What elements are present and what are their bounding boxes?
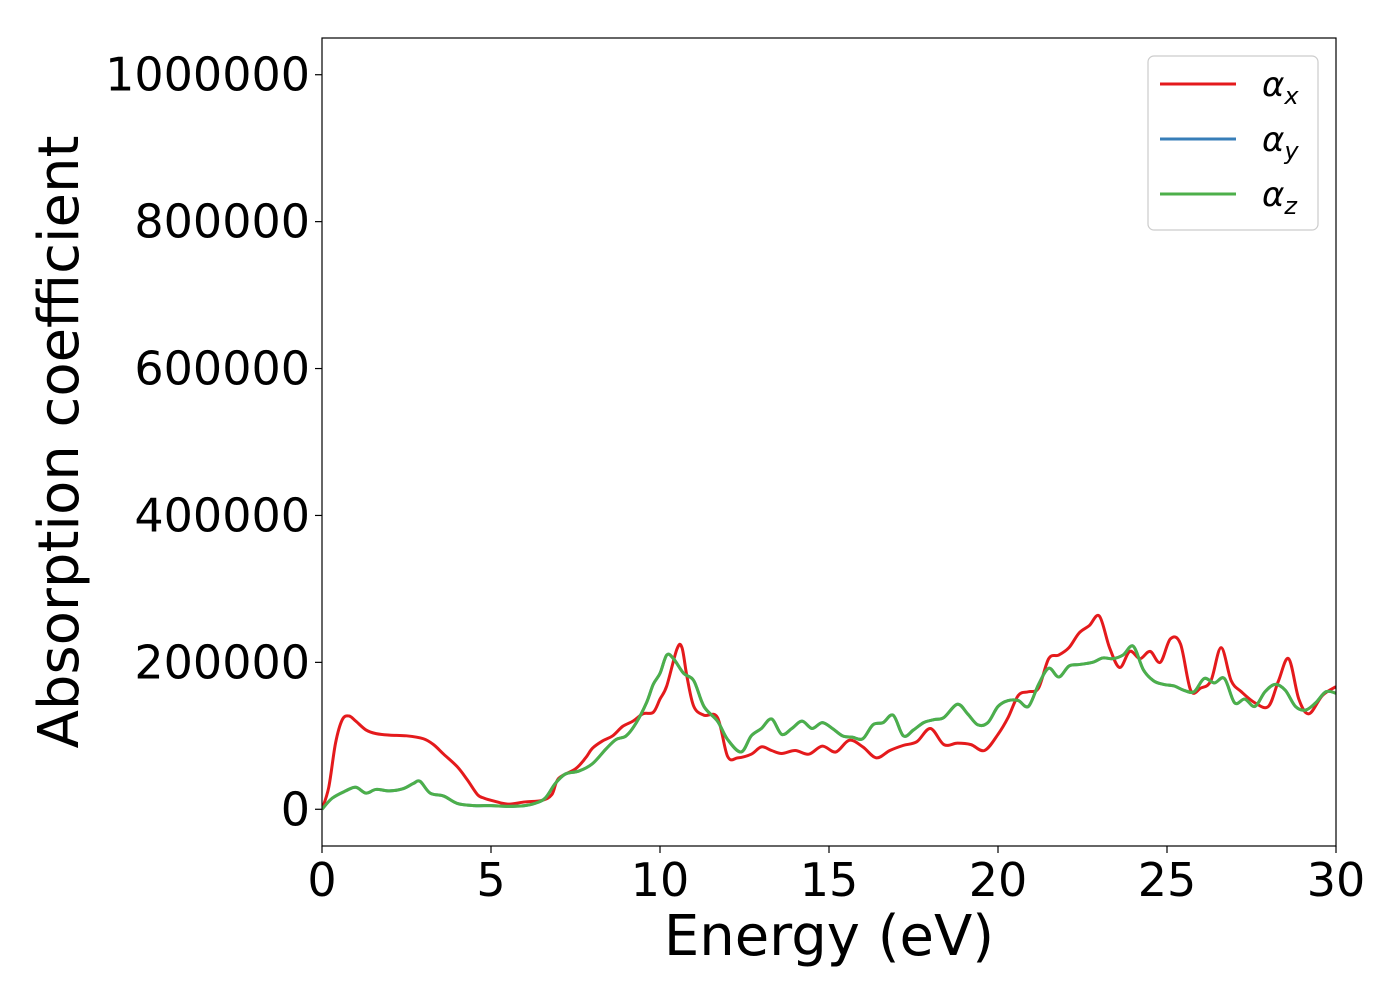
series-line-x (322, 613, 1336, 810)
legend-label-x: αx (1262, 65, 1299, 110)
x-tick-label: 15 (800, 853, 859, 907)
legend-label-base: α (1262, 175, 1284, 215)
y-tick-label: 0 (281, 782, 310, 836)
legend-label-subscript: x (1283, 82, 1299, 110)
y-axis-title: Absorption coefficient (27, 136, 92, 749)
x-axis-ticks: 0 5 10 15 20 25 30 (307, 846, 1365, 907)
legend-label-base: α (1262, 120, 1284, 160)
plot-lines (322, 613, 1336, 811)
legend-label-subscript: z (1283, 192, 1298, 220)
legend-label-subscript: y (1283, 137, 1299, 165)
x-tick-label: 5 (476, 853, 505, 907)
x-tick-label: 10 (631, 853, 690, 907)
x-tick-label: 0 (307, 853, 336, 907)
x-tick-label: 30 (1307, 853, 1366, 907)
x-tick-label: 20 (969, 853, 1028, 907)
y-tick-label: 200000 (134, 635, 310, 689)
y-tick-label: 1000000 (105, 48, 310, 102)
x-axis-title: Energy (eV) (664, 904, 994, 969)
y-tick-label: 800000 (134, 195, 310, 249)
y-tick-label: 600000 (134, 342, 310, 396)
x-tick-label: 25 (1138, 853, 1197, 907)
series-line-z (322, 644, 1336, 811)
legend-label-base: α (1262, 65, 1284, 105)
legend-label-z: αz (1262, 175, 1298, 220)
y-axis-ticks: 0 200000 400000 600000 800000 1000000 (105, 48, 322, 836)
y-tick-label: 400000 (134, 488, 310, 542)
legend-label-y: αy (1262, 120, 1299, 165)
legend-box (1147, 55, 1319, 231)
